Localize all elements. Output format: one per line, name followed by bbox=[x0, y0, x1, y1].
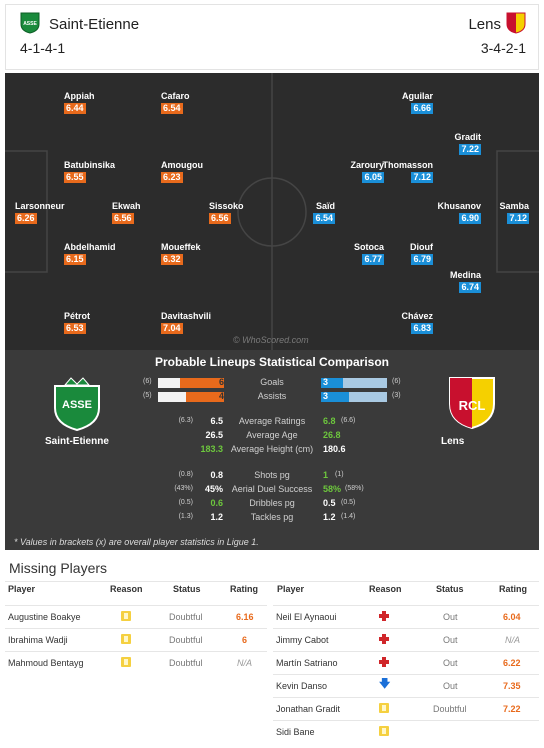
home-header-status[interactable]: Status bbox=[173, 584, 201, 594]
comparison-home-team: Saint-Etienne bbox=[45, 436, 109, 447]
player-name[interactable]: Jonathan Gradit bbox=[276, 704, 341, 714]
home-player-sissoko[interactable]: Sissoko 6.56 bbox=[209, 201, 244, 224]
home-player-ekwah[interactable]: Ekwah 6.56 bbox=[112, 201, 141, 224]
pitch-markings bbox=[5, 73, 539, 350]
player-name[interactable]: Ibrahima Wadji bbox=[8, 635, 68, 645]
missing-row-away: Neil El Aynaoui Out 6.04 bbox=[273, 605, 539, 627]
injury-icon bbox=[379, 657, 389, 667]
home-player-davitashvili[interactable]: Davitashvili 7.04 bbox=[161, 311, 212, 334]
doubtful-icon bbox=[379, 726, 389, 736]
missing-row-home: Ibrahima Wadji Doubtful 6 bbox=[5, 628, 267, 650]
lens-crest-icon bbox=[506, 12, 526, 34]
away-team-name[interactable]: Lens bbox=[468, 16, 501, 33]
missing-row-away: Kevin Danso 🡇 Out 7.35 bbox=[273, 674, 539, 696]
goals-row: (6) 6 Goals 3 (6) bbox=[143, 377, 401, 388]
comparison-footnote: * Values in brackets (x) are overall pla… bbox=[14, 537, 259, 547]
away-player-sotoca[interactable]: Sotoca 6.77 bbox=[353, 242, 384, 265]
goals-away-bar bbox=[321, 378, 343, 388]
asse-crest-text: ASSE bbox=[62, 399, 92, 411]
player-name[interactable]: Neil El Aynaoui bbox=[276, 612, 337, 622]
away-player-aguilar[interactable]: Aguilar 6.66 bbox=[401, 91, 433, 114]
injury-icon bbox=[379, 611, 389, 621]
aerial-duel-row: (43%) 45% Aerial Duel Success 58% (58%) bbox=[174, 484, 364, 494]
missing-row-away: Martín Satriano Out 6.22 bbox=[273, 651, 539, 673]
saint-etienne-crest-icon: ASSE bbox=[20, 12, 40, 34]
dribbles-pg-row: (0.5) 0.6 Dribbles pg 0.5 (0.5) bbox=[178, 498, 356, 508]
home-player-moueffek[interactable]: Moueffek 6.32 bbox=[161, 242, 201, 265]
assists-away-bar bbox=[321, 392, 349, 402]
arrow-down-icon: 🡇 bbox=[379, 678, 391, 690]
away-player-medina[interactable]: Medina 6.74 bbox=[449, 270, 481, 293]
away-player-chavez[interactable]: Chávez 6.83 bbox=[401, 311, 433, 334]
svg-text:ASSE: ASSE bbox=[23, 21, 37, 27]
home-team-name[interactable]: Saint-Etienne bbox=[49, 16, 140, 33]
home-player-cafaro[interactable]: Cafaro 6.54 bbox=[161, 91, 190, 114]
missing-row-away: Jimmy Cabot Out N/A bbox=[273, 628, 539, 650]
comparison-title: Probable Lineups Statistical Comparison bbox=[154, 355, 390, 369]
lineup-pitch: Appiah 6.44 Cafaro 6.54 Batubinsika 6.55 Am… bbox=[5, 73, 539, 350]
away-player-diouf[interactable]: Diouf 6.79 bbox=[410, 242, 433, 265]
player-name[interactable]: Augustine Boakye bbox=[8, 612, 81, 622]
player-name[interactable]: Martín Satriano bbox=[276, 658, 338, 668]
average-height-row: 183.3 Average Height (cm) 180.6 bbox=[200, 444, 346, 454]
player-name[interactable]: Jimmy Cabot bbox=[276, 635, 329, 645]
statistical-comparison-panel: Probable Lineups Statistical Comparison … bbox=[5, 350, 539, 550]
missing-row-home: Mahmoud Bentayg Doubtful N/A bbox=[5, 651, 267, 673]
home-formation: 4-1-4-1 bbox=[20, 40, 66, 56]
home-player-abdelhamid[interactable]: Abdelhamid 6.15 bbox=[64, 242, 116, 265]
away-header-reason[interactable]: Reason bbox=[369, 584, 402, 594]
away-player-zaroury[interactable]: Zaroury 6.05 bbox=[350, 160, 384, 183]
missing-row-away: Sidi Bane bbox=[273, 720, 539, 742]
average-ratings-row: (6.3) 6.5 Average Ratings 6.8 (6.6) bbox=[178, 416, 356, 426]
away-header-rating[interactable]: Rating bbox=[499, 584, 527, 594]
home-header-player[interactable]: Player bbox=[8, 584, 36, 594]
home-player-larsonneur[interactable]: Larsonneur 6.26 bbox=[15, 201, 65, 224]
whoscored-watermark: © WhoScored.com bbox=[233, 335, 309, 345]
rcl-crest-text: RCL bbox=[459, 398, 486, 413]
home-player-petrot[interactable]: Pétrot 6.53 bbox=[64, 311, 91, 334]
assists-row: (5) 4 Assists 3 (3) bbox=[143, 391, 401, 402]
away-formation: 3-4-2-1 bbox=[480, 40, 526, 56]
doubtful-icon bbox=[121, 611, 131, 621]
player-name[interactable]: Mahmoud Bentayg bbox=[8, 658, 84, 668]
away-header-player[interactable]: Player bbox=[277, 584, 305, 594]
lens-crest-icon: RCL bbox=[449, 377, 495, 430]
away-player-gradit[interactable]: Gradit 7.22 bbox=[454, 132, 481, 155]
missing-row-away: Jonathan Gradit Doubtful 7.22 bbox=[273, 697, 539, 719]
shots-pg-row: (0.8) 0.8 Shots pg 1 (1) bbox=[178, 470, 344, 480]
home-header-rating[interactable]: Rating bbox=[230, 584, 258, 594]
goals-home-bar bbox=[180, 378, 224, 388]
away-player-thomasson[interactable]: Thomasson 7.12 bbox=[382, 160, 433, 183]
missing-row-home: Augustine Boakye Doubtful 6.16 bbox=[5, 605, 267, 627]
away-header-status[interactable]: Status bbox=[436, 584, 464, 594]
match-header: ASSE Saint-Etienne 4-1-4-1 Lens 3-4-2-1 bbox=[5, 4, 539, 70]
away-player-samba[interactable]: Samba 7.12 bbox=[499, 201, 529, 224]
saint-etienne-crest-icon: ASSE bbox=[54, 377, 100, 432]
home-player-batubinsika[interactable]: Batubinsika 6.55 bbox=[64, 160, 116, 183]
assists-home-bar bbox=[186, 392, 224, 402]
doubtful-icon bbox=[379, 703, 389, 713]
home-player-appiah[interactable]: Appiah 6.44 bbox=[64, 91, 95, 114]
player-name[interactable]: Kevin Danso bbox=[276, 681, 328, 691]
injury-icon bbox=[379, 634, 389, 644]
doubtful-icon bbox=[121, 634, 131, 644]
comparison-away-team: Lens bbox=[441, 436, 465, 447]
average-age-row: 26.5 Average Age 26.8 bbox=[205, 430, 341, 440]
away-player-khusanov[interactable]: Khusanov 6.90 bbox=[437, 201, 481, 224]
player-name[interactable]: Sidi Bane bbox=[276, 727, 315, 737]
missing-players-title: Missing Players bbox=[9, 560, 108, 576]
home-player-amougou[interactable]: Amougou 6.23 bbox=[161, 160, 203, 183]
doubtful-icon bbox=[121, 657, 131, 667]
away-player-said[interactable]: Saïd 6.54 bbox=[313, 201, 335, 224]
tackles-pg-row: (1.3) 1.2 Tackles pg 1.2 (1.4) bbox=[178, 512, 356, 522]
home-header-reason[interactable]: Reason bbox=[110, 584, 143, 594]
